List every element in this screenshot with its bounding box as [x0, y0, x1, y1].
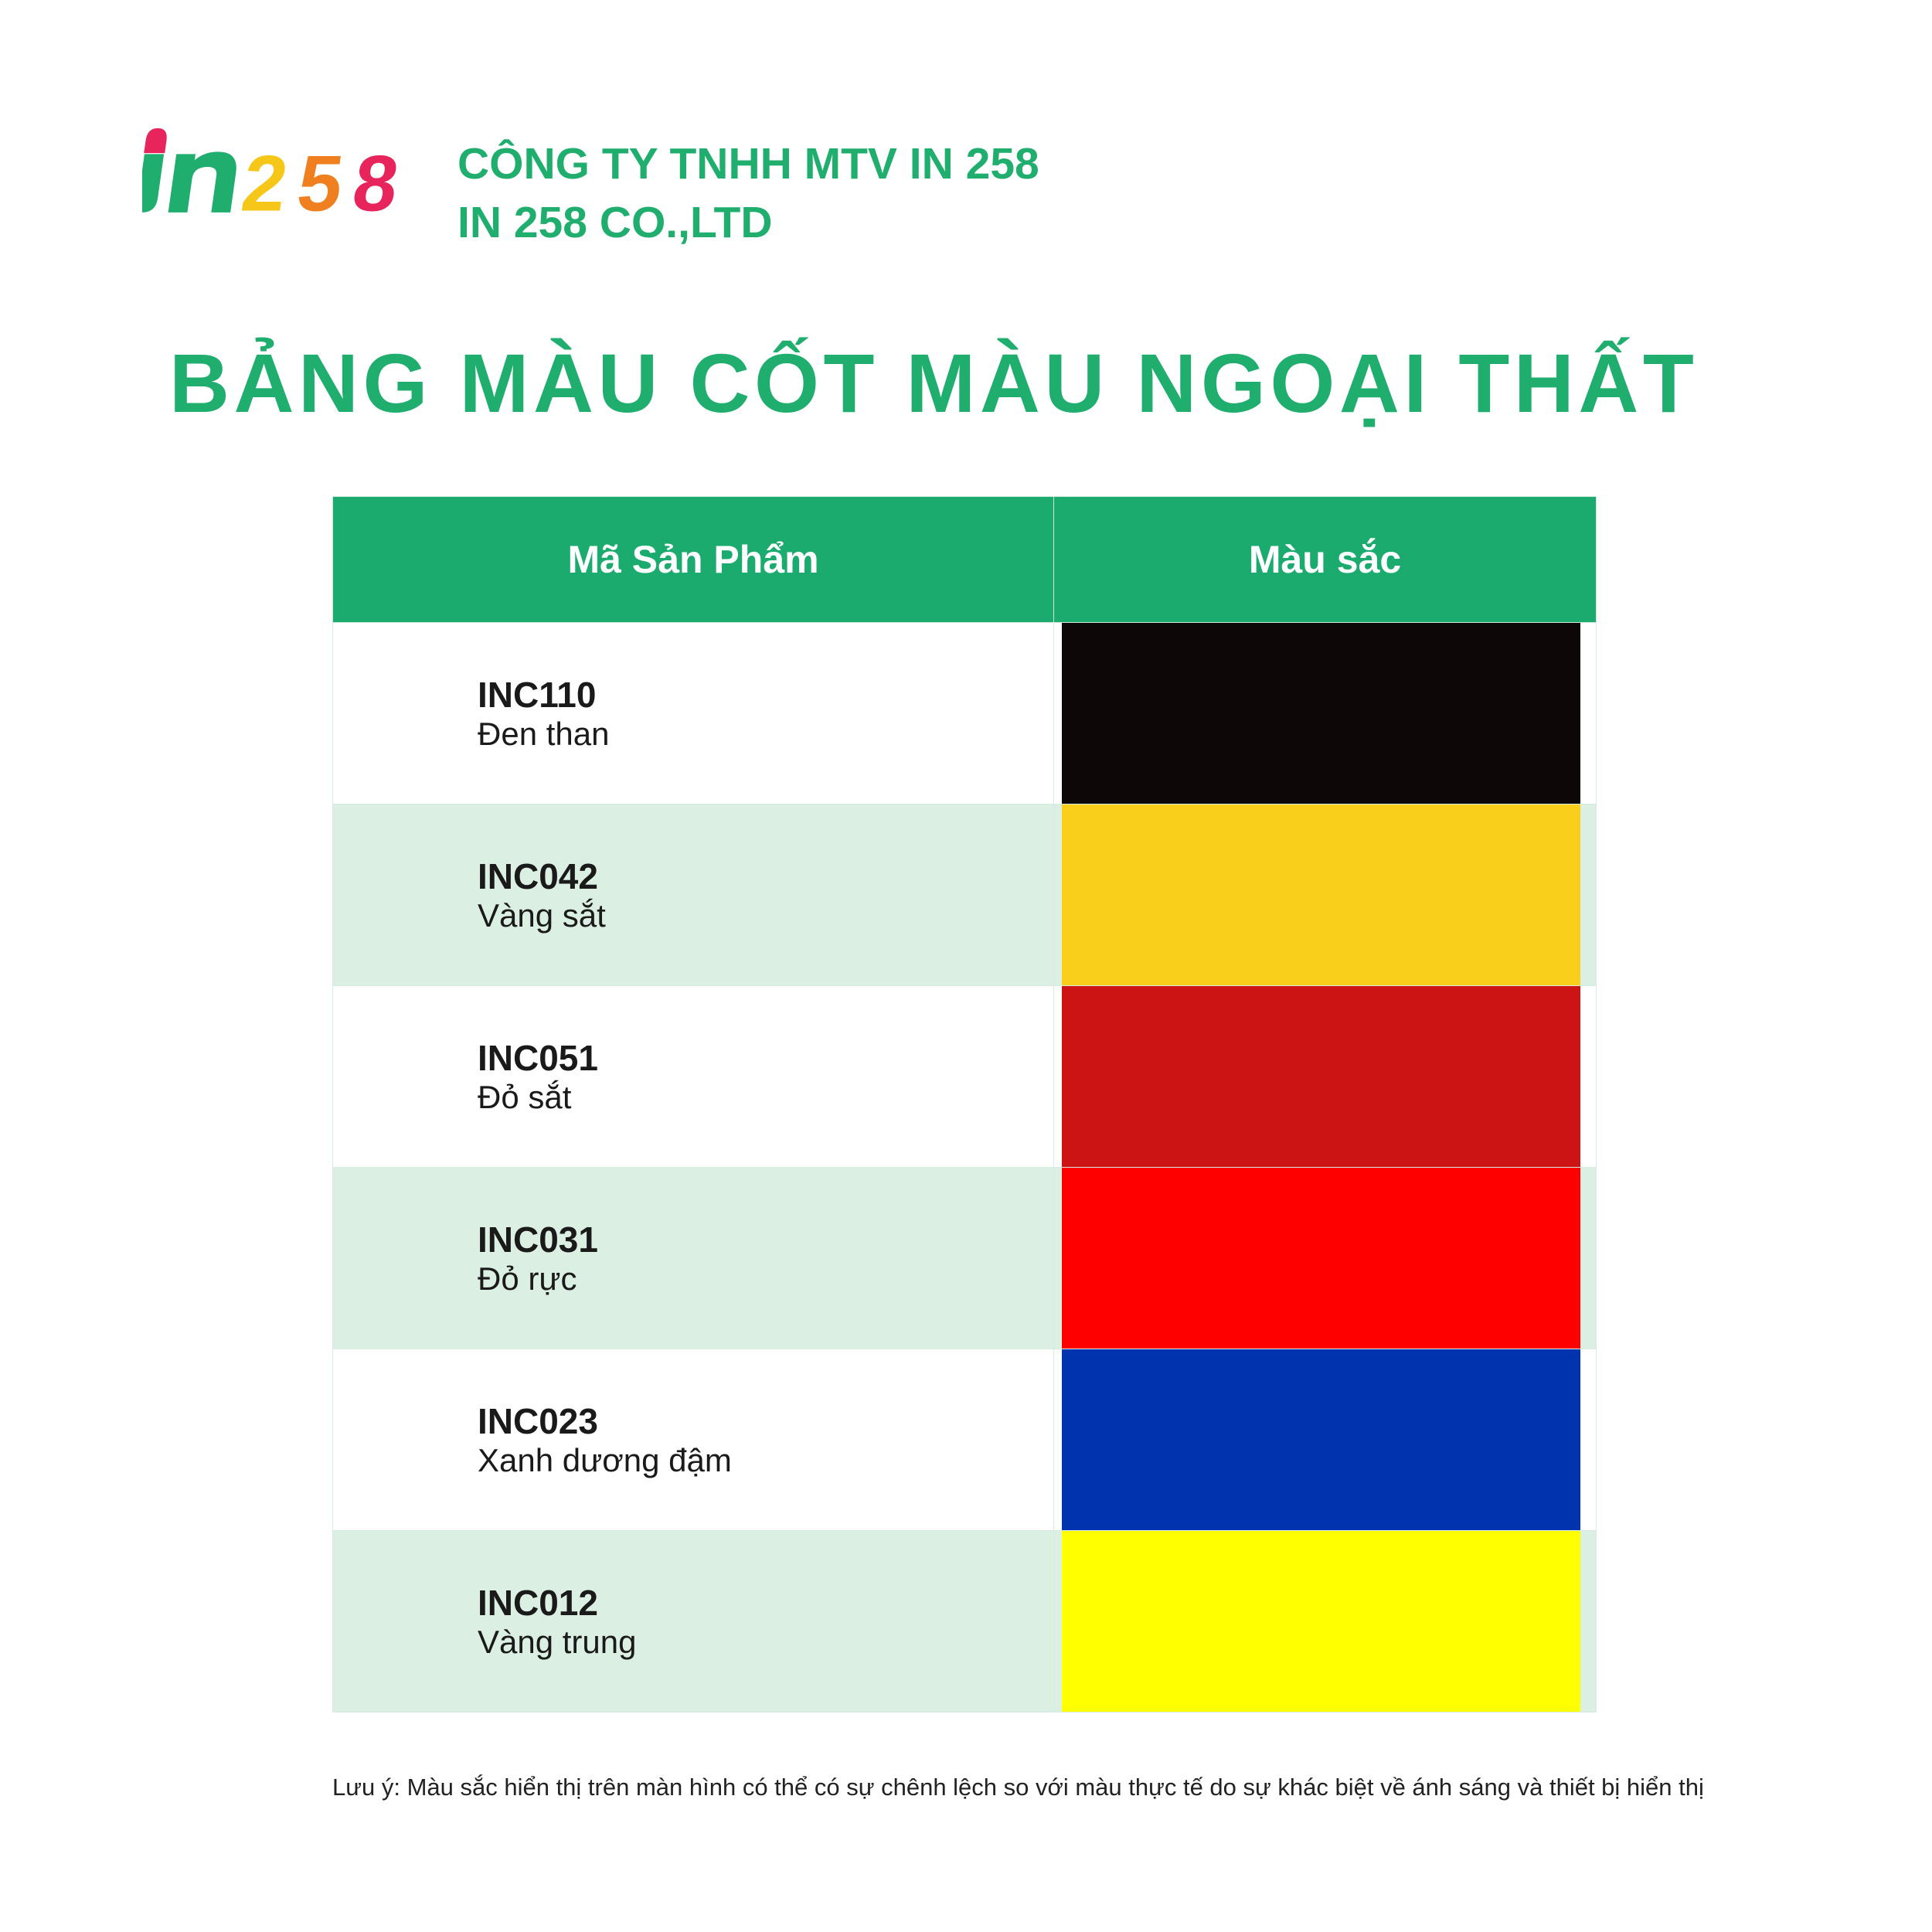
- svg-text:5: 5: [292, 139, 349, 217]
- svg-text:2: 2: [236, 139, 293, 217]
- svg-text:8: 8: [348, 139, 404, 217]
